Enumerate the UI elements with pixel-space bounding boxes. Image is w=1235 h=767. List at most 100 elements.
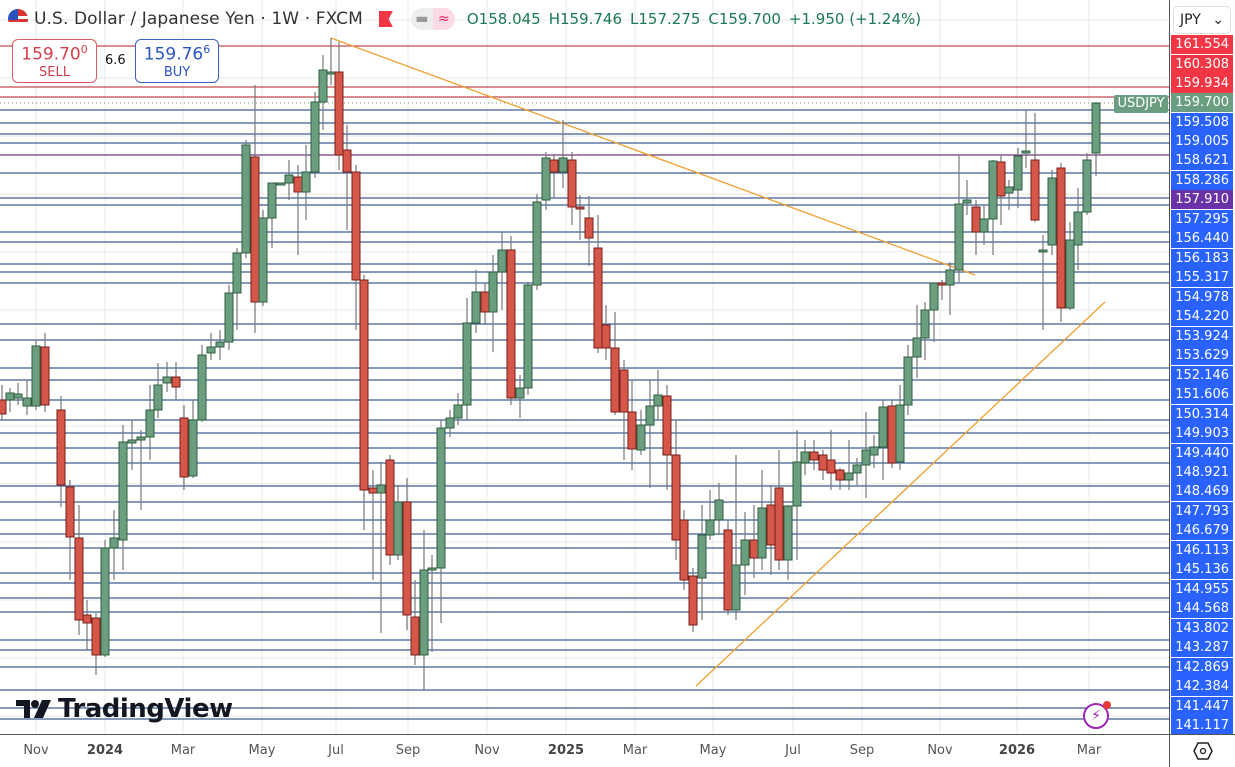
bearish-candle[interactable] <box>818 454 828 471</box>
bullish-candle[interactable] <box>100 547 110 656</box>
bullish-candle[interactable] <box>783 505 793 561</box>
bullish-candle[interactable] <box>301 171 311 193</box>
bearish-candle[interactable] <box>293 176 303 193</box>
bullish-candle[interactable] <box>376 484 386 494</box>
bearish-candle[interactable] <box>74 537 84 621</box>
descending-resistance-trendline[interactable] <box>330 37 976 276</box>
symbol-title[interactable]: U.S. Dollar / Japanese Yen · 1W · FXCM <box>34 9 363 29</box>
bullish-candle[interactable] <box>488 271 498 313</box>
bullish-candle[interactable] <box>445 417 455 429</box>
bullish-candle[interactable] <box>109 537 119 549</box>
bullish-candle[interactable] <box>878 406 888 448</box>
alert-bolt-icon[interactable]: ⚡ <box>1083 701 1111 729</box>
bullish-candle[interactable] <box>419 569 429 656</box>
bullish-candle[interactable] <box>1073 211 1083 246</box>
bullish-candle[interactable] <box>1065 239 1075 309</box>
bullish-candle[interactable] <box>1082 159 1092 213</box>
bearish-candle[interactable] <box>601 324 611 349</box>
bearish-candle[interactable] <box>610 347 620 413</box>
bearish-candle[interactable] <box>480 291 490 313</box>
bullish-candle[interactable] <box>558 157 568 173</box>
bearish-candle[interactable] <box>506 249 516 399</box>
bearish-candle[interactable] <box>91 617 101 656</box>
bearish-candle[interactable] <box>567 159 577 208</box>
bullish-candle[interactable] <box>532 201 542 286</box>
wave-icon[interactable]: ≈ <box>432 8 455 30</box>
bullish-candle[interactable] <box>118 441 128 541</box>
sell-button[interactable]: 159.700 SELL <box>12 39 97 83</box>
indicator-toggle[interactable]: ▬ ≈ <box>410 8 455 30</box>
bullish-candle[interactable] <box>912 337 922 358</box>
bullish-candle[interactable] <box>232 252 242 294</box>
bullish-candle[interactable] <box>740 539 750 566</box>
bullish-candle[interactable] <box>427 567 437 571</box>
bullish-candle[interactable] <box>1047 177 1057 246</box>
bearish-candle[interactable] <box>179 417 189 478</box>
bullish-candle[interactable] <box>636 424 646 451</box>
bearish-candle[interactable] <box>619 369 629 413</box>
bearish-candle[interactable] <box>82 614 92 624</box>
bearish-candle[interactable] <box>351 171 361 281</box>
bullish-candle[interactable] <box>541 157 551 201</box>
bearish-candle[interactable] <box>368 487 378 494</box>
candlestick-chart[interactable] <box>0 0 1169 734</box>
bullish-candle[interactable] <box>153 384 163 411</box>
bearish-candle[interactable] <box>826 459 836 474</box>
bullish-candle[interactable] <box>988 160 998 220</box>
bearish-candle[interactable] <box>549 159 559 173</box>
bearish-candle[interactable] <box>359 279 369 491</box>
bearish-candle[interactable] <box>65 486 75 538</box>
bullish-candle[interactable] <box>903 356 913 406</box>
bearish-candle[interactable] <box>334 71 344 156</box>
bullish-candle[interactable] <box>1004 186 1014 194</box>
bullish-candle[interactable] <box>453 404 463 419</box>
bearish-candle[interactable] <box>584 217 594 239</box>
bearish-candle[interactable] <box>723 529 733 611</box>
bullish-candle[interactable] <box>731 564 741 611</box>
minus-icon[interactable]: ▬ <box>415 11 429 27</box>
bearish-candle[interactable] <box>40 346 50 406</box>
bearish-candle[interactable] <box>971 206 981 233</box>
bullish-candle[interactable] <box>645 405 655 426</box>
bearish-candle[interactable] <box>887 405 897 464</box>
bearish-candle[interactable] <box>0 399 7 415</box>
bearish-candle[interactable] <box>575 206 585 210</box>
bullish-candle[interactable] <box>436 427 446 569</box>
bullish-candle[interactable] <box>188 419 198 477</box>
tradingview-logo[interactable]: TradingView <box>16 694 233 724</box>
bullish-candle[interactable] <box>276 182 286 186</box>
bullish-candle[interactable] <box>653 394 663 407</box>
bullish-candle[interactable] <box>136 436 146 441</box>
bullish-candle[interactable] <box>310 101 320 173</box>
buy-button[interactable]: 159.766 BUY <box>135 39 219 83</box>
bullish-candle[interactable] <box>318 69 328 103</box>
bullish-candle[interactable] <box>241 144 251 254</box>
bullish-candle[interactable] <box>757 507 767 559</box>
bullish-candle[interactable] <box>792 461 802 507</box>
bearish-candle[interactable] <box>250 156 260 303</box>
bullish-candle[interactable] <box>284 174 294 184</box>
bullish-candle[interactable] <box>844 472 854 481</box>
bearish-candle[interactable] <box>809 451 819 461</box>
bullish-candle[interactable] <box>206 346 216 354</box>
bullish-candle[interactable] <box>895 404 905 463</box>
bullish-candle[interactable] <box>869 446 879 456</box>
bearish-candle[interactable] <box>766 504 776 546</box>
bullish-candle[interactable] <box>145 409 155 438</box>
bullish-candle[interactable] <box>523 284 533 389</box>
bullish-candle[interactable] <box>705 519 715 536</box>
bullish-candle[interactable] <box>861 449 871 466</box>
bullish-candle[interactable] <box>162 376 172 384</box>
bearish-candle[interactable] <box>937 282 947 286</box>
price-axis[interactable]: 161.554 160.308 159.934 159.700 159.508 159.0… <box>1169 0 1235 735</box>
bullish-candle[interactable] <box>258 217 268 303</box>
flag-marker-icon[interactable] <box>378 11 393 27</box>
bullish-candle[interactable] <box>929 282 939 311</box>
bullish-candle[interactable] <box>5 392 15 401</box>
bullish-candle[interactable] <box>215 341 225 348</box>
bullish-candle[interactable] <box>127 439 137 444</box>
bullish-candle[interactable] <box>515 387 525 399</box>
bullish-candle[interactable] <box>326 71 336 75</box>
bearish-candle[interactable] <box>671 454 681 541</box>
bearish-candle[interactable] <box>774 487 784 561</box>
